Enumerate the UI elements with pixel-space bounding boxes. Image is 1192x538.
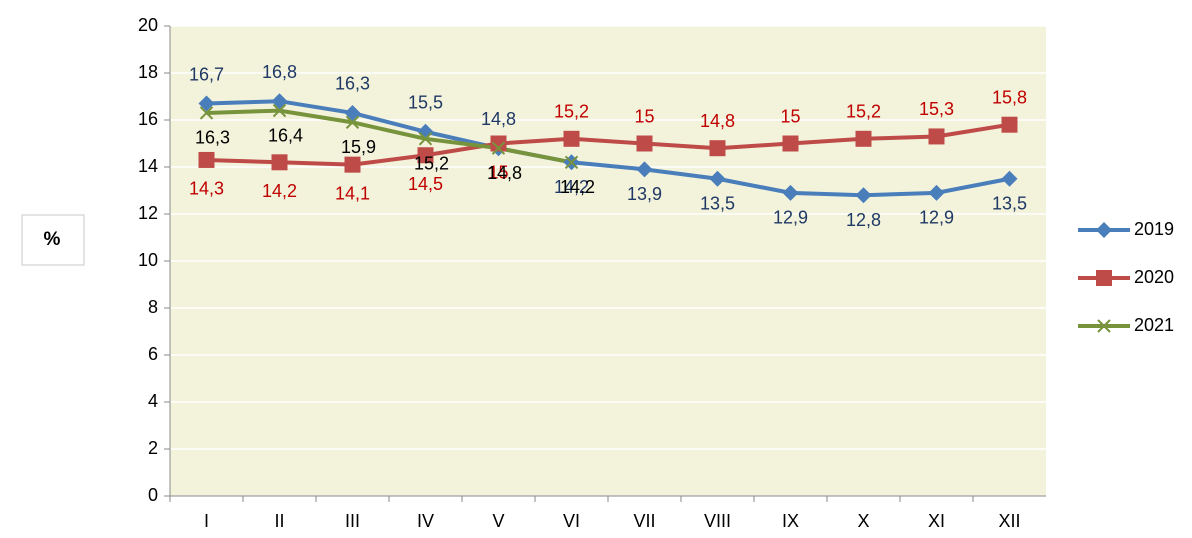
point [417,147,434,164]
data-label: 14,5 [408,174,443,194]
data-label: 14,8 [487,163,522,183]
point [199,106,214,120]
point [855,130,872,147]
data-label: 14,1 [335,183,370,203]
point [1001,116,1018,133]
data-label: 15,2 [414,154,449,174]
point [418,132,433,146]
data-label: 16,3 [195,128,230,148]
x-tick-label: XII [998,511,1020,531]
point [1096,270,1112,286]
y-axis-label: % [44,229,61,250]
data-label: 14,8 [481,109,516,129]
point [345,115,360,130]
y-tick-label: 10 [138,250,158,270]
point [563,130,580,147]
data-label: 15 [780,106,800,126]
y-tick-label: 14 [138,156,158,176]
x-tick-label: III [345,511,360,531]
data-label: 14,2 [560,177,595,197]
point [636,161,653,178]
y-tick-label: 8 [148,297,158,317]
point [490,135,507,152]
data-label: 14,2 [554,177,589,197]
data-label: 12,9 [919,208,954,228]
y-label-box [21,214,85,266]
data-label: 15,2 [846,102,881,122]
y-tick-label: 0 [148,485,158,505]
x-tick-label: IX [782,511,799,531]
data-label: 14,3 [189,179,224,199]
data-label: 16,4 [268,125,303,145]
data-label: 15,2 [554,102,589,122]
point [272,103,287,118]
data-label: 13,5 [700,194,735,214]
y-tick-label: 6 [148,344,158,364]
point [1097,319,1111,333]
data-label: 15 [634,106,654,126]
y-tick-label: 12 [138,203,158,223]
data-label: 13,9 [627,184,662,204]
data-label: 12,8 [846,210,881,230]
point [198,151,215,168]
point [855,187,872,204]
point [782,135,799,152]
data-label: 12,9 [773,208,808,228]
legend-label: 2020 [1134,267,1174,287]
point [928,128,945,145]
x-tick-label: I [204,511,209,531]
y-tick-label: 4 [148,391,158,411]
data-label: 15 [488,162,508,182]
y-tick-label: 2 [148,438,158,458]
series-line [206,122,1010,167]
data-label: 14,8 [700,111,735,131]
legend-label: 2021 [1134,315,1174,335]
y-tick-label: 18 [138,62,158,82]
legend-label: 2019 [1134,219,1174,239]
point [636,135,653,152]
data-label: 16,8 [262,62,297,82]
data-label: 16,7 [189,64,224,84]
point [1096,222,1112,238]
y-tick-label: 16 [138,109,158,129]
data-label: 16,3 [335,74,370,94]
x-tick-label: V [492,511,504,531]
point [709,170,726,187]
point [271,154,288,171]
data-label: 15,3 [919,99,954,119]
point [491,141,506,155]
x-tick-label: IV [417,511,434,531]
point [709,140,726,157]
point [1001,170,1018,187]
y-tick-label: 20 [138,15,158,35]
series-line [206,99,1010,198]
data-label: 15,5 [408,93,443,113]
x-tick-label: VI [563,511,580,531]
x-tick-label: X [857,511,869,531]
point [344,156,361,173]
data-label: 15,8 [992,87,1027,107]
point [564,155,579,170]
x-tick-label: VIII [704,511,731,531]
series-line [206,108,572,165]
point [782,184,799,201]
x-tick-label: VII [633,511,655,531]
data-label: 14,2 [262,181,297,201]
x-tick-label: II [274,511,284,531]
data-label: 15,9 [341,137,376,157]
data-label: 13,5 [992,194,1027,214]
x-tick-label: XI [928,511,945,531]
point [928,184,945,201]
